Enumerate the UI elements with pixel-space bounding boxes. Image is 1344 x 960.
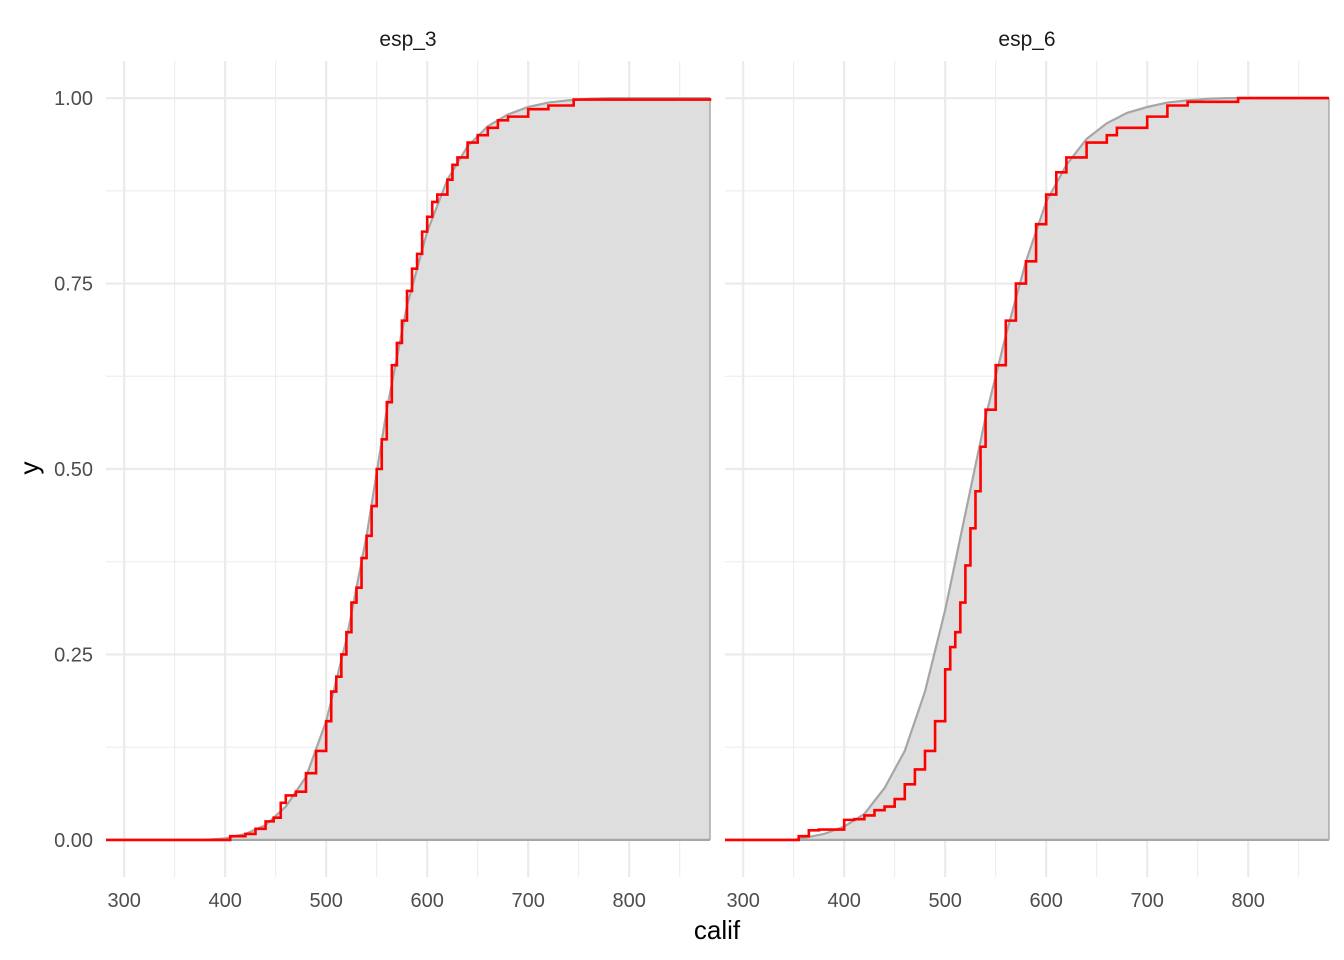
y-tick-label: 0.50: [54, 459, 93, 481]
y-tick-label: 0.00: [54, 830, 93, 852]
x-tick-label: 400: [827, 890, 860, 912]
x-tick-label: 600: [1030, 890, 1063, 912]
panel-esp_3: esp_3 300 400 500 600 700 800: [106, 28, 712, 912]
x-tick-label: 800: [1232, 890, 1265, 912]
x-tick-label: 300: [107, 890, 140, 912]
y-axis: 0.00 0.25 0.50 0.75 1.00: [54, 88, 93, 852]
x-tick-label: 600: [411, 890, 444, 912]
x-tick-label: 700: [1131, 890, 1164, 912]
y-tick-label: 0.25: [54, 644, 93, 666]
y-tick-label: 1.00: [54, 88, 93, 110]
panels-layer: esp_3 300 400 500 600 700 800 esp_6 300 400 500 600…: [106, 28, 1330, 912]
ecdf-line-esp_3: [106, 98, 712, 842]
x-tick-label: 700: [512, 890, 545, 912]
ecdf-line-esp_6: [725, 96, 1329, 842]
x-tick-label: 500: [928, 890, 961, 912]
fitted-area-esp_6: [793, 98, 1329, 840]
y-axis-title: y: [14, 462, 44, 475]
x-tick-label: 400: [208, 890, 241, 912]
x-tick-label: 800: [613, 890, 646, 912]
fitted-area-esp_3: [204, 98, 710, 840]
x-axis-title: calif: [694, 915, 741, 945]
x-tick-label: 300: [726, 890, 759, 912]
x-tick-label: 500: [309, 890, 342, 912]
strip-label-esp_6: esp_6: [998, 28, 1055, 51]
y-tick-label: 0.75: [54, 274, 93, 296]
panel-esp_6: esp_6 300 400 500 600 700 800: [725, 28, 1330, 912]
strip-label-esp_3: esp_3: [379, 28, 436, 51]
